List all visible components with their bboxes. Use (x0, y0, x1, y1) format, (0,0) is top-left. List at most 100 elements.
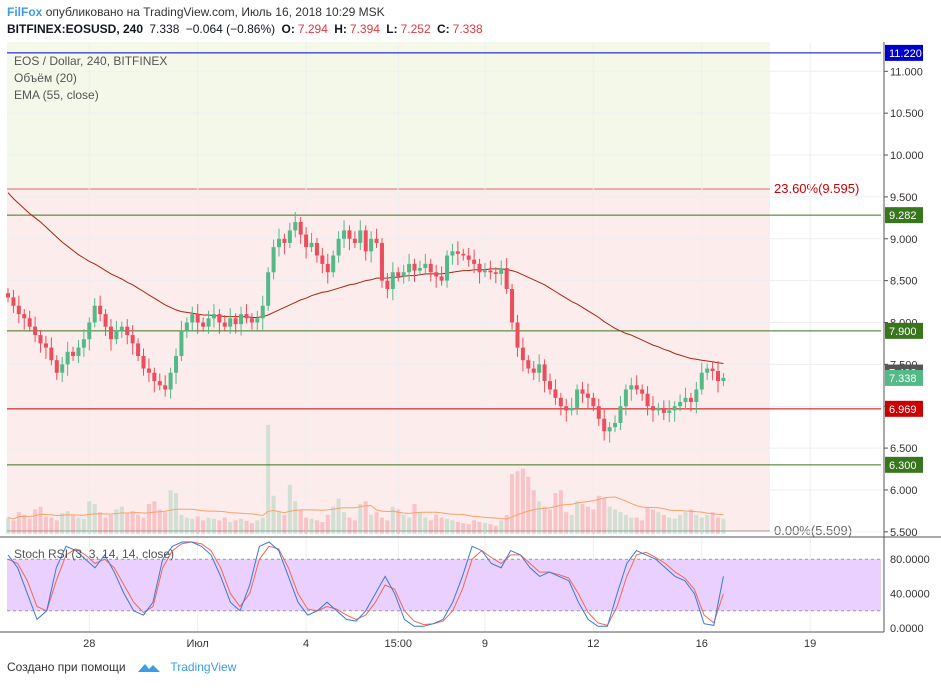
candle (119, 321, 124, 338)
candle-body (325, 263, 330, 273)
candle-body (157, 381, 162, 386)
candle (336, 231, 341, 263)
candle (363, 225, 368, 261)
volume-bar (38, 506, 43, 534)
candle (640, 384, 645, 401)
candle-body (466, 255, 471, 260)
close-label: C: (436, 22, 450, 36)
volume-bar (499, 520, 504, 534)
candle-body (314, 242, 319, 256)
volume-bar (705, 514, 710, 534)
candle-body (16, 305, 21, 315)
candle (71, 346, 76, 362)
candle-body (423, 263, 428, 269)
volume-bar (314, 520, 319, 534)
volume-bar (472, 520, 477, 534)
author-name[interactable]: FilFox (7, 5, 43, 19)
volume-bar (222, 517, 227, 534)
candle-body (277, 238, 281, 248)
volume-bar (92, 504, 97, 534)
candle (211, 304, 216, 328)
candle (233, 313, 238, 334)
volume-bar (152, 501, 157, 534)
stoch-band (7, 559, 881, 611)
candle (16, 295, 21, 324)
volume-bar (650, 509, 655, 534)
candle-body (152, 372, 157, 382)
price-badge (885, 369, 923, 386)
volume-bar (493, 525, 498, 534)
candle-body (699, 372, 704, 390)
volume-bar (602, 498, 607, 534)
candle-body (412, 263, 417, 271)
candle (428, 258, 433, 282)
candle-body (195, 314, 200, 323)
volume-bar (526, 476, 531, 534)
candle-body (672, 406, 677, 411)
candle-body (81, 339, 86, 348)
low-value: 7.252 (400, 22, 431, 36)
price-badge-label: 6.300 (889, 460, 917, 472)
volume-bar (125, 513, 130, 534)
candle-body (645, 393, 650, 407)
footer-tradingview-link[interactable]: TradingView (170, 660, 237, 674)
candle-body (222, 322, 227, 327)
volume-bar (87, 501, 92, 534)
volume-bar (174, 493, 179, 534)
candle-body (374, 238, 379, 243)
candle (412, 258, 417, 282)
candle-body (146, 368, 151, 373)
candle-body (49, 347, 54, 361)
volume-bar (672, 518, 677, 534)
candle (510, 283, 515, 330)
candle (656, 402, 661, 416)
open-label: O: (281, 22, 295, 36)
volume-bar (678, 514, 683, 534)
candle (76, 340, 81, 364)
volume-bar (98, 512, 103, 534)
volume-bar (553, 493, 558, 534)
candle-body (136, 343, 141, 356)
volume-bar (618, 512, 623, 534)
volume-bar (277, 512, 281, 534)
candle-body (342, 230, 347, 239)
volume-bar (358, 504, 363, 534)
candle (81, 329, 86, 357)
candle (710, 361, 715, 381)
candle-body (613, 422, 618, 428)
candle-body (266, 272, 271, 306)
volume-bar (206, 517, 211, 534)
volume-bar (168, 490, 173, 534)
volume-bar (699, 517, 704, 534)
volume-bar (488, 524, 493, 534)
volume-bar (249, 523, 254, 534)
candle-body (542, 364, 547, 382)
candle-body (190, 314, 195, 323)
price-badge (885, 322, 923, 339)
x-tick-label: 28 (83, 638, 95, 650)
volume-bar (363, 501, 368, 534)
candle-body (618, 406, 623, 423)
volume-bar (260, 517, 265, 534)
candle-body (623, 389, 628, 407)
candle-body (385, 280, 390, 289)
candle-body (661, 407, 666, 413)
volume-bar (16, 512, 21, 534)
volume-bar (531, 490, 536, 534)
candle (352, 231, 357, 248)
candle (43, 335, 48, 359)
candle-body (548, 381, 552, 390)
volume-bar (266, 424, 271, 534)
candle (320, 247, 325, 274)
volume-bar (320, 522, 325, 534)
candle-body (721, 377, 726, 382)
candle-body (461, 253, 466, 256)
candle (683, 387, 688, 410)
candle-body (22, 314, 27, 319)
candle-body (43, 343, 48, 348)
candle-body (602, 418, 607, 432)
candle (206, 310, 211, 334)
volume-bar (401, 514, 406, 534)
candle (163, 375, 168, 397)
